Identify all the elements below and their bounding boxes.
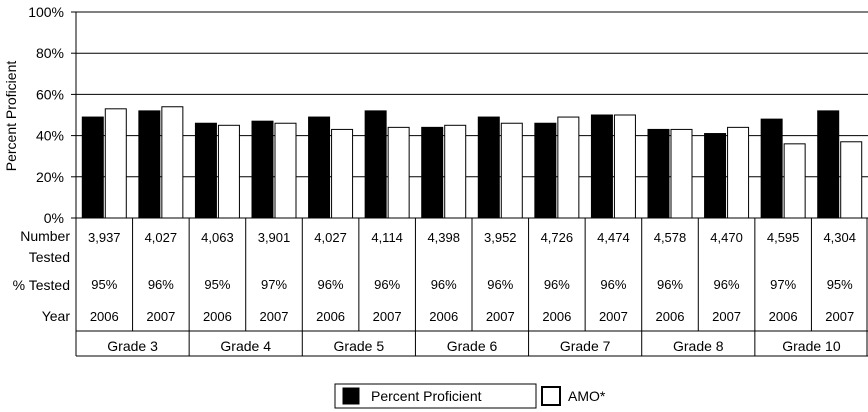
table-cell-pct-tested: 96% xyxy=(544,277,570,292)
legend-label-percent-proficient: Percent Proficient xyxy=(371,388,482,404)
table-cell-number-tested: 4,474 xyxy=(597,230,630,245)
table-cell-year: 2006 xyxy=(203,309,232,324)
table-cell-pct-tested: 97% xyxy=(261,277,287,292)
legend-label-amo: AMO* xyxy=(568,388,606,404)
table-cell-pct-tested: 96% xyxy=(318,277,344,292)
table-cell-year: 2006 xyxy=(90,309,119,324)
table-cell-number-tested: 4,398 xyxy=(427,230,460,245)
table-row-label: Year xyxy=(42,308,71,324)
table-cell-number-tested: 4,726 xyxy=(541,230,574,245)
table-cell-year: 2006 xyxy=(316,309,345,324)
bar-percent-proficient xyxy=(138,110,161,219)
bar-percent-proficient xyxy=(534,122,557,219)
table-cell-number-tested: 4,304 xyxy=(823,230,856,245)
table-cell-year: 2007 xyxy=(599,309,628,324)
table-cell-number-tested: 4,114 xyxy=(371,230,403,245)
bar-percent-proficient xyxy=(477,116,500,219)
table-grade-label: Grade 10 xyxy=(782,338,841,354)
gridlines xyxy=(76,11,868,219)
bar-amo xyxy=(557,116,580,219)
table-cell-year: 2006 xyxy=(656,309,685,324)
table-cell-pct-tested: 96% xyxy=(148,277,174,292)
legend-swatch-percent-proficient xyxy=(342,387,360,405)
table-cell-pct-tested: 96% xyxy=(374,277,400,292)
table-cell-number-tested: 4,578 xyxy=(654,230,687,245)
table-cell-pct-tested: 96% xyxy=(487,277,513,292)
table-grade-label: Grade 4 xyxy=(220,338,271,354)
table-grade-label: Grade 8 xyxy=(673,338,724,354)
bar-amo xyxy=(387,126,410,219)
bar-percent-proficient xyxy=(421,126,444,219)
table-cell-number-tested: 3,937 xyxy=(88,230,121,245)
y-tick-label: 40% xyxy=(36,128,64,144)
bar-percent-proficient xyxy=(647,128,670,219)
bars xyxy=(81,106,863,219)
bar-amo xyxy=(500,122,523,219)
table-cell-pct-tested: 95% xyxy=(827,277,853,292)
table-grade-label: Grade 6 xyxy=(447,338,498,354)
bar-amo xyxy=(613,114,636,219)
y-tick-label: 0% xyxy=(44,210,64,226)
bar-amo xyxy=(161,106,184,219)
bar-amo xyxy=(274,122,297,219)
table-cell-pct-tested: 96% xyxy=(600,277,626,292)
data-table: Number Tested % Tested Year 3,937 95% 2006 4,02… xyxy=(13,218,868,357)
bar-percent-proficient xyxy=(194,122,217,219)
bar-amo xyxy=(670,128,693,219)
table-cell-year: 2007 xyxy=(825,309,854,324)
table-cell-year: 2007 xyxy=(712,309,741,324)
table-cell-pct-tested: 95% xyxy=(204,277,230,292)
table-grade-label: Grade 5 xyxy=(334,338,385,354)
bar-percent-proficient xyxy=(704,133,727,219)
legend-box xyxy=(334,383,537,409)
y-axis: 0% 20% 40% 60% 80% 100% xyxy=(28,4,868,356)
bar-amo xyxy=(444,124,467,219)
table-cell-year: 2006 xyxy=(769,309,798,324)
bar-amo xyxy=(331,128,354,219)
bar-percent-proficient xyxy=(760,118,783,219)
bar-amo xyxy=(783,143,806,219)
y-tick-label: 100% xyxy=(28,4,64,20)
table-cell-number-tested: 3,952 xyxy=(484,230,517,245)
bar-percent-proficient xyxy=(364,110,387,219)
y-tick-label: 80% xyxy=(36,45,64,61)
y-tick-label: 20% xyxy=(36,169,64,185)
bar-amo xyxy=(104,108,127,219)
bar-amo xyxy=(217,124,240,219)
table-cell-year: 2007 xyxy=(146,309,175,324)
table-cell-number-tested: 3,901 xyxy=(258,230,291,245)
y-tick-label: 60% xyxy=(36,86,64,102)
table-cell-year: 2007 xyxy=(486,309,515,324)
table-cell-year: 2006 xyxy=(429,309,458,324)
table-grade-label: Grade 7 xyxy=(560,338,611,354)
bar-percent-proficient xyxy=(308,116,331,219)
table-cell-pct-tested: 96% xyxy=(714,277,740,292)
bar-percent-proficient xyxy=(251,120,274,219)
legend-swatch-amo xyxy=(541,386,561,406)
bar-percent-proficient xyxy=(590,114,613,219)
table-cell-year: 2006 xyxy=(542,309,571,324)
table-cell-pct-tested: 96% xyxy=(431,277,457,292)
table-cell-number-tested: 4,027 xyxy=(145,230,178,245)
table-cell-pct-tested: 96% xyxy=(657,277,683,292)
table-cell-pct-tested: 97% xyxy=(770,277,796,292)
bar-amo xyxy=(727,126,750,219)
table-cell-year: 2007 xyxy=(260,309,289,324)
table-row-label: % Tested xyxy=(13,277,70,293)
table-cell-number-tested: 4,470 xyxy=(710,230,743,245)
legend: Percent Proficient AMO* xyxy=(334,383,606,409)
table-cell-year: 2007 xyxy=(373,309,402,324)
bar-percent-proficient xyxy=(81,116,104,219)
table-cell-pct-tested: 95% xyxy=(91,277,117,292)
bar-amo xyxy=(840,141,863,219)
table-grade-label: Grade 3 xyxy=(107,338,158,354)
table-cell-number-tested: 4,027 xyxy=(314,230,347,245)
bar-percent-proficient xyxy=(817,110,840,219)
y-axis-label: Percent Proficient xyxy=(3,61,19,172)
table-cell-number-tested: 4,063 xyxy=(201,230,234,245)
table-row-label: Number xyxy=(20,228,70,244)
table-row-label: Tested xyxy=(29,249,70,265)
table-cell-number-tested: 4,595 xyxy=(767,230,800,245)
